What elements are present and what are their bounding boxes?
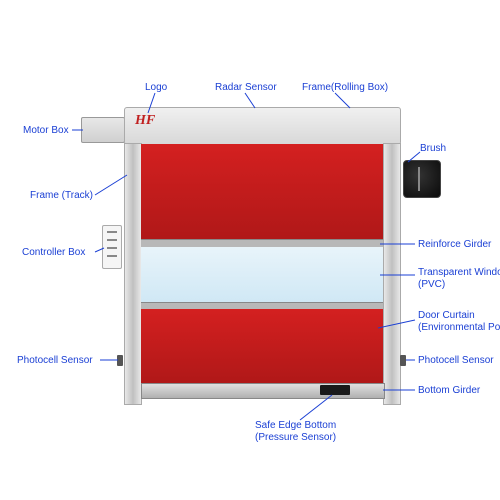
label-bottom-girder: Bottom Girder xyxy=(418,385,480,397)
label-safe-edge: Safe Edge Bottom (Pressure Sensor) xyxy=(255,420,336,444)
label-frame-track: Frame (Track) xyxy=(30,190,93,202)
controller-box xyxy=(102,225,122,269)
label-curtain: Door Curtain (Environmental Polyester Fi… xyxy=(418,310,500,334)
photocell-right xyxy=(400,355,406,366)
label-logo: Logo xyxy=(145,82,167,94)
label-motor: Motor Box xyxy=(23,125,69,137)
motor-box xyxy=(81,117,125,143)
label-frame-box: Frame(Rolling Box) xyxy=(302,82,388,94)
safe-edge-sensor xyxy=(320,385,350,395)
label-photocell-l: Photocell Sensor xyxy=(17,355,93,367)
transparent-window xyxy=(141,247,383,302)
label-controller: Controller Box xyxy=(22,247,85,259)
label-window: Transparent Window (PVC) xyxy=(418,267,500,291)
photocell-left xyxy=(117,355,123,366)
brush-inset xyxy=(403,160,441,198)
label-brush: Brush xyxy=(420,143,446,155)
logo-mark: HF xyxy=(135,113,155,129)
label-radar: Radar Sensor xyxy=(215,82,277,94)
curtain-bottom xyxy=(141,309,383,383)
curtain-top xyxy=(141,144,383,240)
label-photocell-r: Photocell Sensor xyxy=(418,355,494,367)
label-reinforce: Reinforce Girder xyxy=(418,239,491,251)
track-right xyxy=(383,143,401,405)
track-left xyxy=(124,143,142,405)
rolling-box xyxy=(124,107,401,145)
